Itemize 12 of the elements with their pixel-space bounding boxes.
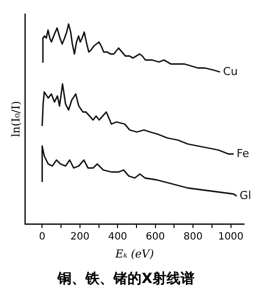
y-axis-title: ln(I₀/I) [9,101,22,137]
x-tick-label: 1000 [218,232,244,243]
x-tick-label: 200 [70,232,90,243]
x-tick-label: 600 [146,232,165,243]
text: 铜、铁、锗的X射线谱 [56,270,194,288]
x-tick-label: 0 [38,232,46,243]
series-label: Cu [223,64,238,78]
x-tick-label: 800 [184,232,203,243]
x-tick-label: 400 [108,232,128,243]
series-label: Fe [236,146,250,160]
x-axis-title: Eₖ (eV) [114,247,154,260]
series-label: Gl [240,188,252,202]
